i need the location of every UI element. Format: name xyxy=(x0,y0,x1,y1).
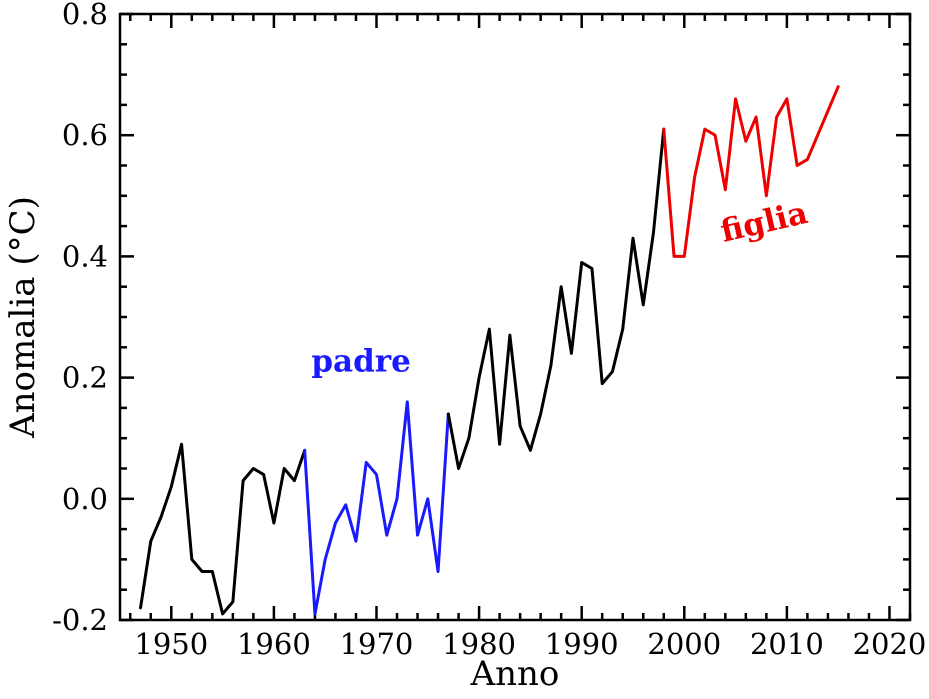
y-axis-title: Anomalia (°C) xyxy=(3,196,43,439)
series-segment-padre xyxy=(303,400,450,616)
series-segment-storico-mezzo xyxy=(446,127,666,470)
y-tick-label: 0.6 xyxy=(62,118,108,152)
x-tick-label: 1950 xyxy=(134,627,208,661)
tick-labels: 1950 1960 1970 1980 1990 2000 2010 2020 -0.2 0.0 0… xyxy=(52,0,926,661)
x-tick-label: 1990 xyxy=(545,627,619,661)
axis-ticks xyxy=(120,12,912,622)
annotation-figlia: figlia xyxy=(717,195,811,250)
x-tick-label: 1970 xyxy=(340,627,414,661)
y-tick-label: 0.8 xyxy=(62,0,108,31)
line-series xyxy=(139,85,840,616)
x-tick-label: 2000 xyxy=(647,627,721,661)
x-tick-label: 1960 xyxy=(237,627,311,661)
y-tick-label: 0.0 xyxy=(62,482,108,516)
y-tick-label: 0.2 xyxy=(62,361,108,395)
x-axis-title: Anno xyxy=(470,654,560,694)
y-tick-label: -0.2 xyxy=(52,603,108,637)
y-tick-label: 0.4 xyxy=(62,239,108,273)
x-tick-label: 2010 xyxy=(750,627,824,661)
x-tick-label: 1980 xyxy=(442,627,516,661)
x-tick-label: 2020 xyxy=(853,627,927,661)
series-segment-storico-inizio xyxy=(139,442,307,616)
annotation-padre: padre xyxy=(311,344,411,380)
series-segment-figlia xyxy=(662,85,840,258)
